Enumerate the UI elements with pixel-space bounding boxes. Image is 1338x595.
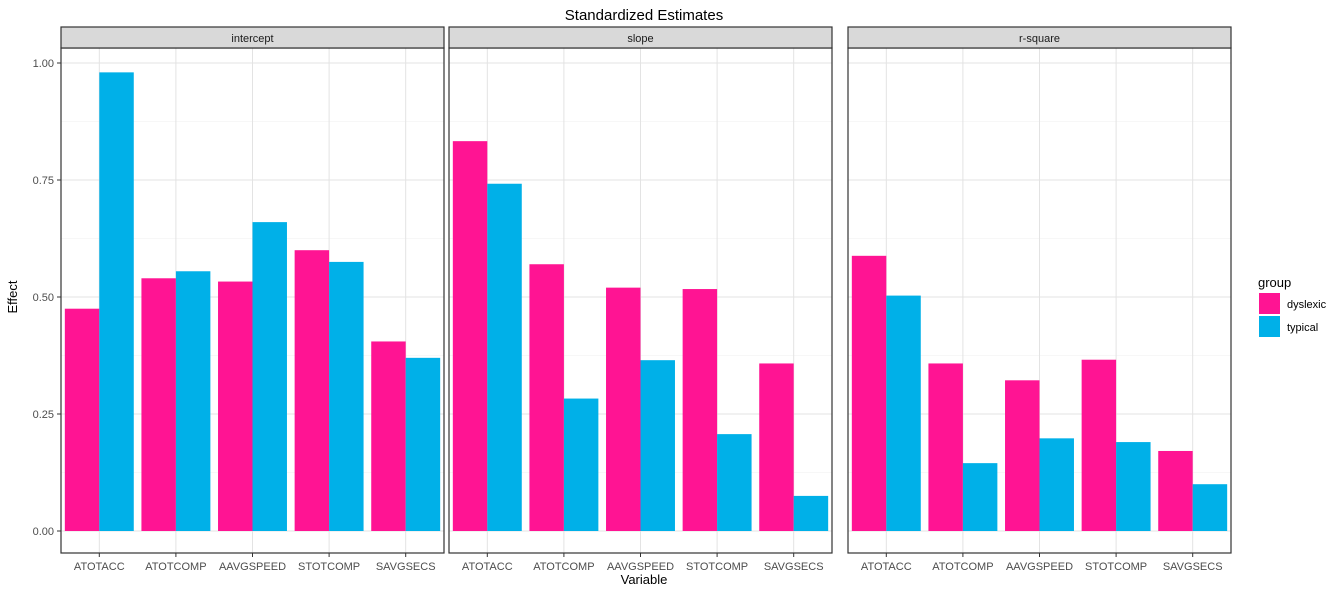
bar-dyslexic-aavgspeed: [606, 287, 641, 531]
bar-dyslexic-atotacc: [851, 255, 887, 532]
bar-typical-savgsecs: [1192, 484, 1228, 531]
facet-strip-label: intercept: [231, 33, 273, 45]
bar-dyslexic-savgsecs: [759, 363, 794, 531]
y-tick-label: 0.25: [33, 409, 54, 421]
bar-dyslexic-atotcomp: [928, 363, 963, 531]
bar-typical-aavgspeed: [640, 360, 675, 531]
facet-strip: [60, 26, 445, 49]
x-tick-label: ATOTACC: [861, 561, 912, 573]
bar-typical-savgsecs: [793, 495, 829, 531]
panels-layer: intercept ATOTACC ATOTCOMP AAVGSPEED STOTCOM…: [33, 26, 1232, 573]
bar-dyslexic-atotcomp: [529, 264, 564, 531]
panel-slope: slope ATOTACC ATOTCOMP AAVGSPEED STOTCOMP SAV…: [448, 26, 833, 573]
bar-dyslexic-savgsecs: [1158, 450, 1193, 531]
x-tick-label: SAVGSECS: [764, 561, 824, 573]
y-tick-label: 0.50: [33, 292, 54, 304]
x-tick-label: STOTCOMP: [298, 561, 360, 573]
bar-typical-stotcomp: [329, 261, 364, 531]
bar-dyslexic-stotcomp: [294, 250, 330, 531]
bar-typical-atotcomp: [175, 271, 211, 531]
facet-strip-label: r-square: [1019, 33, 1060, 45]
bar-typical-aavgspeed: [1039, 438, 1074, 531]
bar-dyslexic-aavgspeed: [218, 281, 253, 531]
legend: group dyslexic typical: [1258, 275, 1327, 337]
bar-dyslexic-savgsecs: [371, 341, 406, 531]
y-tick-label: 1.00: [33, 58, 54, 70]
bar-typical-atotacc: [487, 183, 522, 531]
legend-label-typical: typical: [1287, 322, 1318, 334]
bar-typical-aavgspeed: [252, 222, 287, 531]
bar-typical-stotcomp: [717, 434, 752, 531]
x-tick-label: AAVGSPEED: [1006, 561, 1073, 573]
x-tick-label: STOTCOMP: [1085, 561, 1147, 573]
bar-typical-atotcomp: [563, 398, 599, 531]
x-tick-label: ATOTACC: [74, 561, 125, 573]
chart-title: Standardized Estimates: [565, 7, 723, 24]
x-tick-label: STOTCOMP: [686, 561, 748, 573]
x-tick-label: AAVGSPEED: [607, 561, 674, 573]
bar-dyslexic-atotacc: [64, 308, 100, 531]
x-tick-label: ATOTCOMP: [533, 561, 594, 573]
facet-strip: [847, 26, 1232, 49]
bar-dyslexic-aavgspeed: [1005, 380, 1040, 531]
bar-typical-atotcomp: [962, 463, 998, 531]
x-tick-label: AAVGSPEED: [219, 561, 286, 573]
legend-key-typical: [1259, 316, 1280, 337]
bar-typical-savgsecs: [405, 357, 441, 531]
x-tick-label: ATOTCOMP: [932, 561, 993, 573]
legend-items: dyslexic typical: [1259, 293, 1327, 337]
bar-dyslexic-stotcomp: [682, 289, 718, 531]
bar-typical-atotacc: [99, 72, 134, 532]
x-tick-label: ATOTCOMP: [145, 561, 206, 573]
bar-dyslexic-atotacc: [452, 141, 488, 531]
y-axis-label: Effect: [5, 280, 20, 313]
legend-key-dyslexic: [1259, 293, 1280, 314]
facet-strip-label: slope: [627, 33, 653, 45]
bar-typical-atotacc: [886, 295, 921, 531]
panel-r-square: r-square ATOTACC ATOTCOMP AAVGSPEED STOTCOMP…: [847, 26, 1232, 573]
x-tick-label: SAVGSECS: [1163, 561, 1223, 573]
legend-title: group: [1258, 275, 1291, 290]
x-tick-label: SAVGSECS: [376, 561, 436, 573]
y-tick-label: 0.75: [33, 175, 54, 187]
facet-strip: [448, 26, 833, 49]
x-tick-label: ATOTACC: [462, 561, 513, 573]
x-axis-label: Variable: [621, 572, 668, 587]
bar-typical-stotcomp: [1116, 442, 1151, 531]
legend-label-dyslexic: dyslexic: [1287, 299, 1327, 311]
y-tick-label: 0.00: [33, 526, 54, 538]
bar-dyslexic-atotcomp: [141, 278, 176, 531]
bar-dyslexic-stotcomp: [1081, 359, 1117, 531]
panel-intercept: intercept ATOTACC ATOTCOMP AAVGSPEED STOTCOM…: [33, 26, 445, 573]
